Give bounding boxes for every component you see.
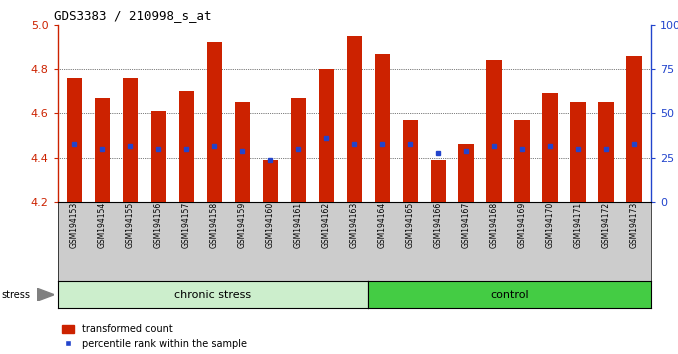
Bar <box>599 102 614 202</box>
Text: control: control <box>490 290 529 300</box>
Bar <box>235 102 250 202</box>
Bar <box>374 53 390 202</box>
Polygon shape <box>37 288 54 301</box>
Bar <box>291 98 306 202</box>
Bar <box>403 120 418 202</box>
Bar <box>207 42 222 202</box>
Bar <box>262 160 278 202</box>
Bar <box>95 98 110 202</box>
Bar <box>542 93 558 202</box>
Text: chronic stress: chronic stress <box>174 290 252 300</box>
Bar <box>179 91 194 202</box>
Bar <box>626 56 642 202</box>
Bar <box>431 160 446 202</box>
Bar <box>319 69 334 202</box>
Bar <box>123 78 138 202</box>
Text: GDS3383 / 210998_s_at: GDS3383 / 210998_s_at <box>54 9 212 22</box>
Bar <box>458 144 474 202</box>
Bar <box>66 78 82 202</box>
Bar <box>515 120 530 202</box>
Legend: transformed count, percentile rank within the sample: transformed count, percentile rank withi… <box>62 324 247 349</box>
Bar <box>346 36 362 202</box>
Bar <box>151 111 166 202</box>
Text: stress: stress <box>1 290 31 300</box>
Bar <box>487 60 502 202</box>
Bar <box>570 102 586 202</box>
